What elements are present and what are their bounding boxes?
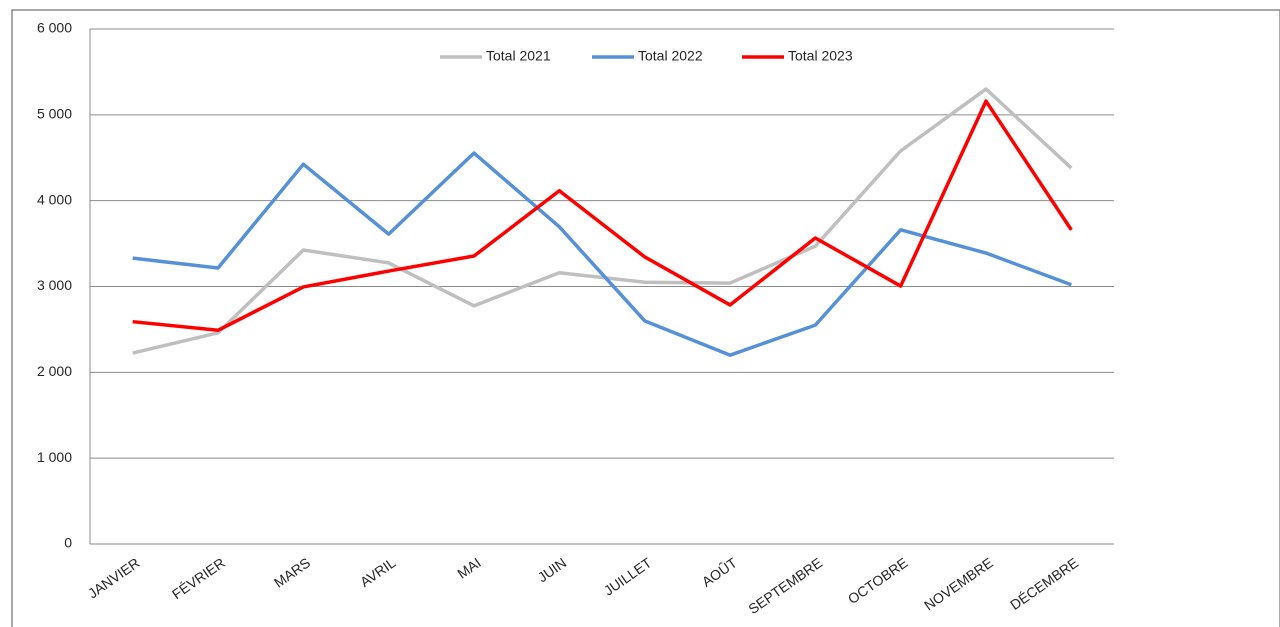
y-tick-label: 4 000	[37, 191, 72, 207]
series-line	[132, 151, 1072, 357]
chart-frame	[11, 9, 1280, 627]
y-tick-label: 2 000	[37, 363, 72, 379]
series-line	[132, 99, 1073, 333]
y-tick-label: 3 000	[37, 277, 72, 293]
legend-label: Total 2023	[788, 48, 853, 64]
legend-label: Total 2022	[638, 48, 703, 64]
y-tick-label: 1 000	[37, 449, 72, 465]
y-tick-label: 6 000	[37, 20, 72, 36]
series-line	[132, 87, 1073, 355]
y-tick-label: 0	[64, 535, 72, 551]
y-tick-label: 5 000	[37, 106, 72, 122]
legend-label: Total 2021	[486, 48, 551, 64]
